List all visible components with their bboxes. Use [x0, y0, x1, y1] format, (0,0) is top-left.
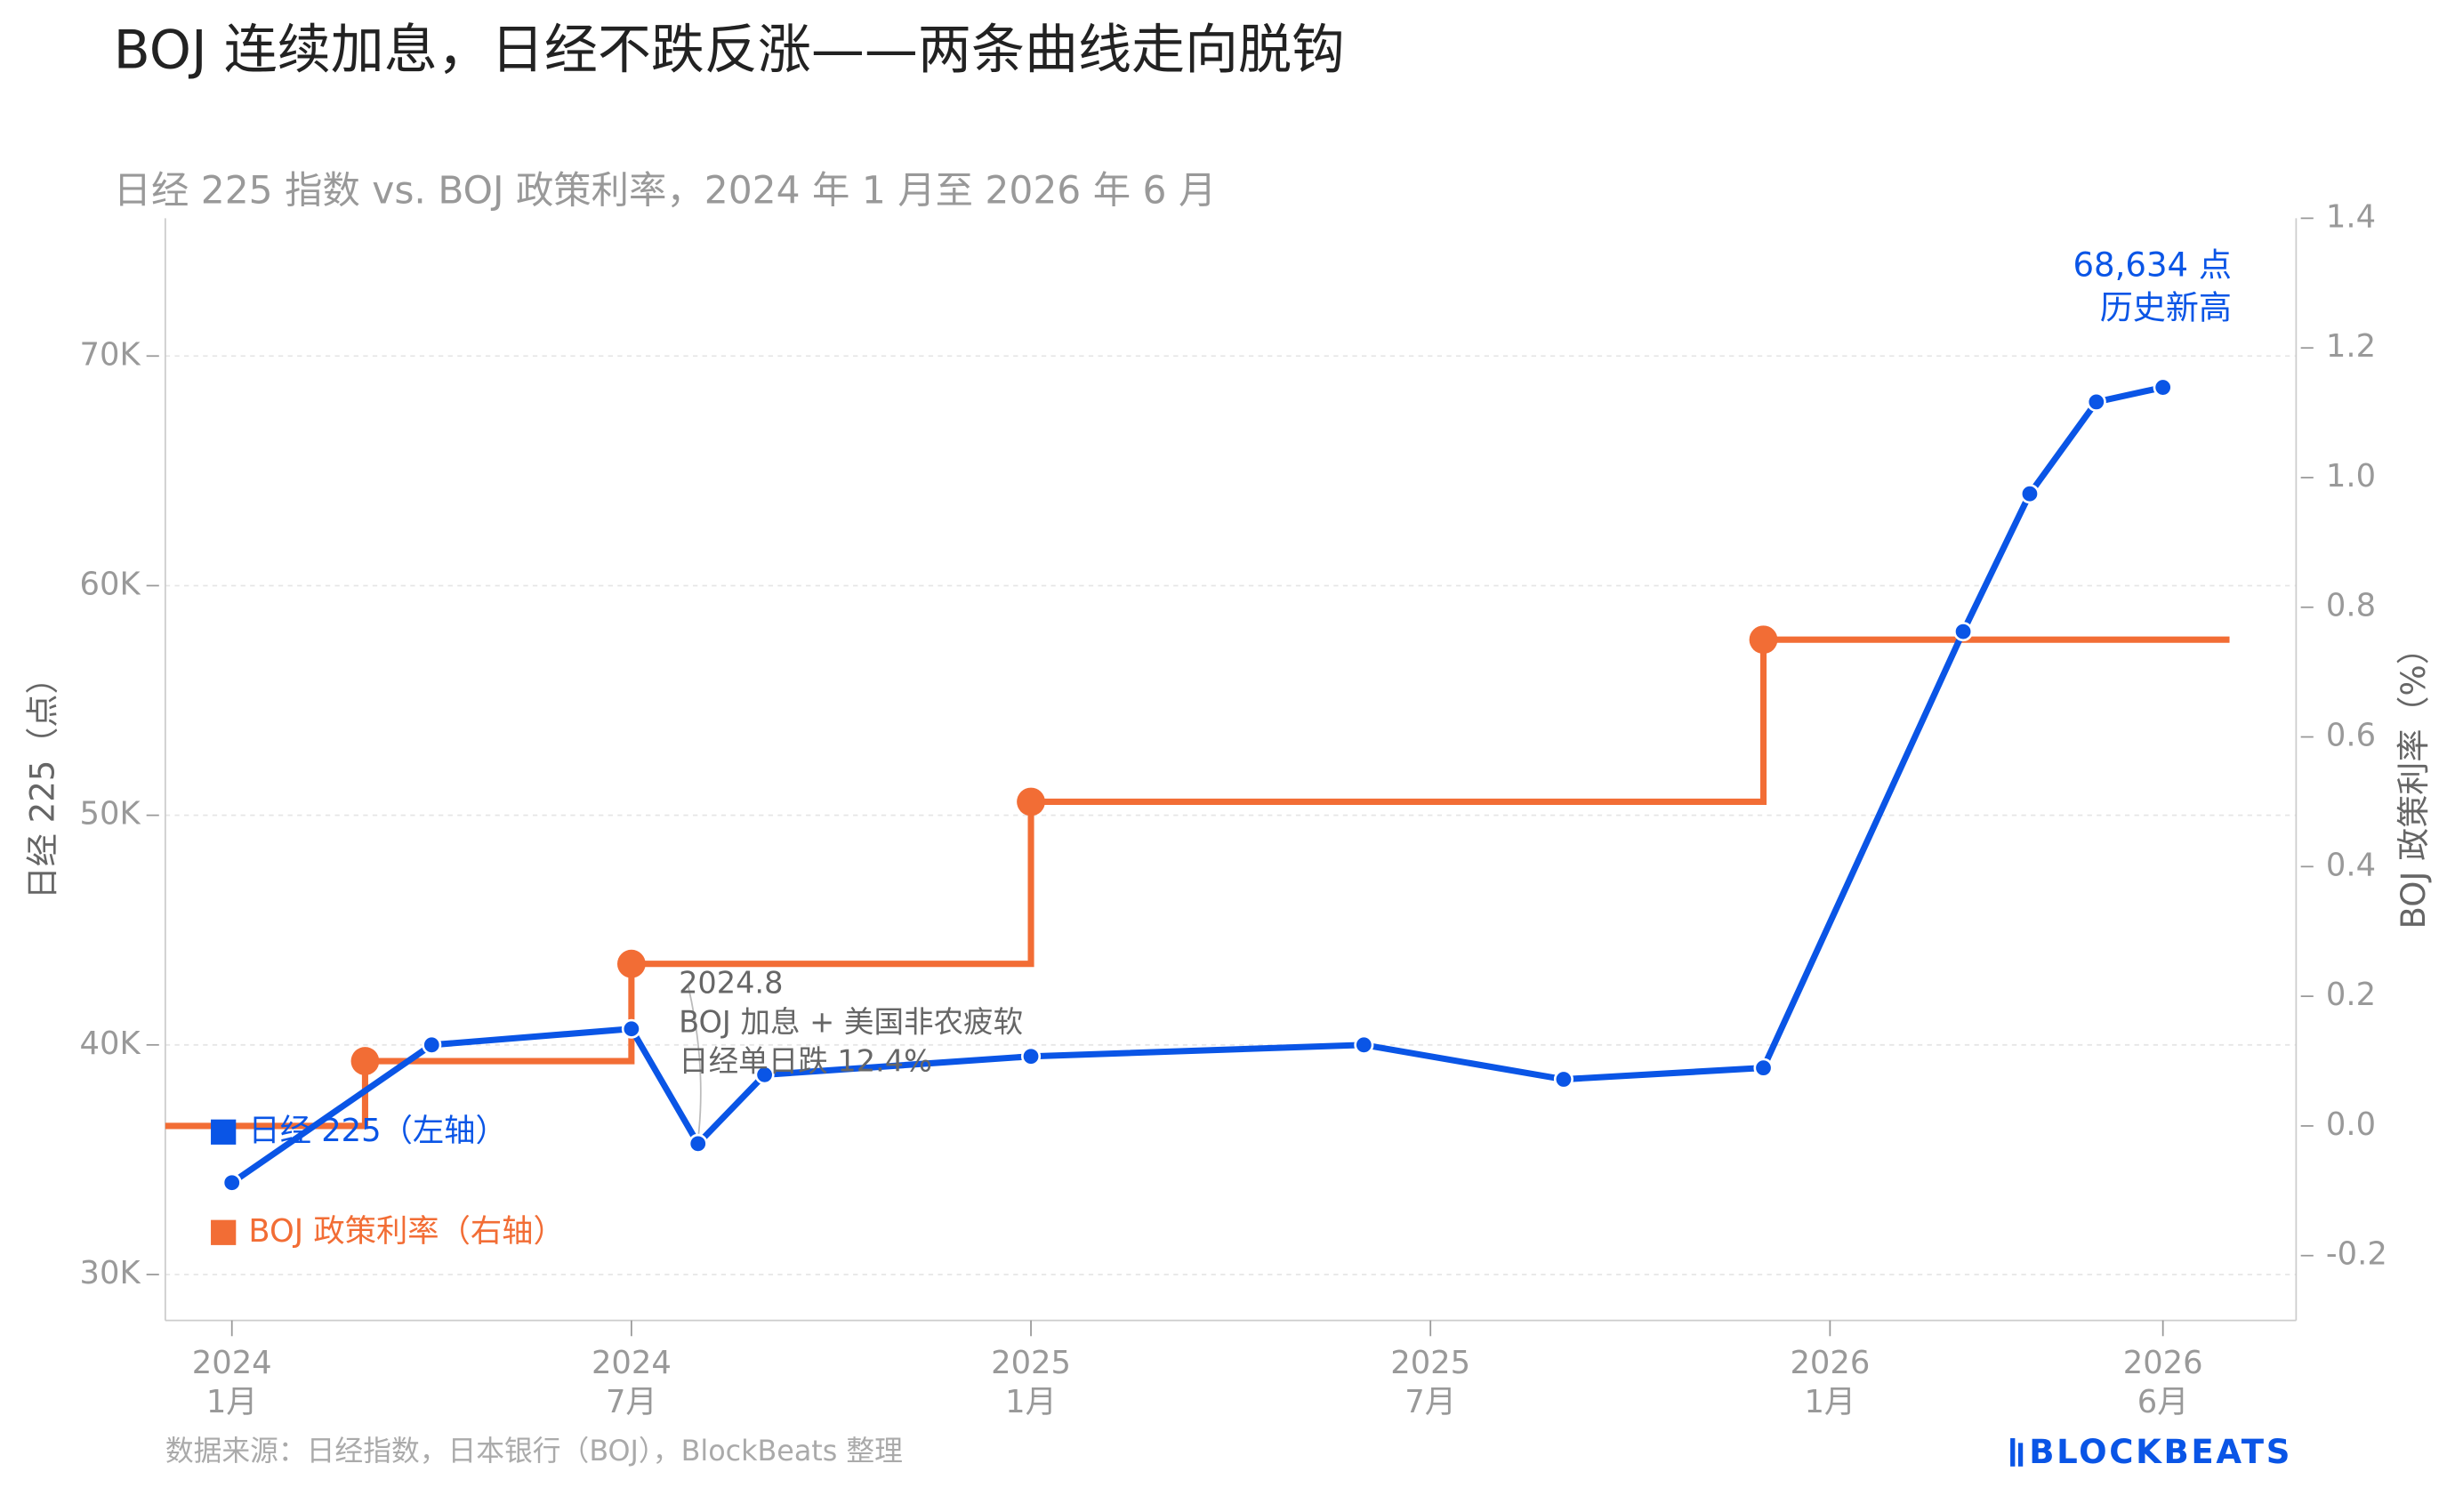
rate-change-point: [350, 1047, 380, 1075]
x-tick-label: 2026: [2123, 1345, 2203, 1381]
x-tick-label: 1月: [1804, 1384, 1855, 1420]
nikkei-point: [221, 1172, 242, 1193]
nikkei-point: [1753, 1058, 1774, 1078]
nikkei-point: [2019, 484, 2040, 504]
legend-swatch: [211, 1119, 237, 1145]
y2-tick-label: 0.6: [2326, 718, 2376, 754]
y2-axis-title: BOJ 政策利率（%）: [2395, 631, 2433, 929]
x-tick-label: 2026: [1790, 1345, 1870, 1381]
nikkei-point: [754, 1065, 775, 1085]
y-tick-label: 30K: [80, 1255, 141, 1291]
x-tick-label: 2024: [192, 1345, 272, 1381]
legend-label: BOJ 政策利率（右轴）: [248, 1213, 564, 1250]
y-tick-label: 70K: [80, 336, 141, 373]
peak-annotation: 68,634 点: [2073, 246, 2232, 285]
drop-annotation: BOJ 加息 + 美国非农疲软: [679, 1004, 1023, 1039]
y-axis-title: 日经 225（点）: [23, 661, 61, 899]
y-tick-label: 50K: [80, 796, 141, 832]
drop-annotation: 日经单日跌 12.4%: [679, 1044, 932, 1079]
x-tick-label: 2025: [1390, 1345, 1470, 1381]
y-tick-label: 60K: [80, 566, 141, 602]
chart-title: BOJ 连续加息，日经不跌反涨——两条曲线走向脱钩: [114, 20, 1345, 82]
x-tick-label: 7月: [1405, 1384, 1456, 1420]
legend-swatch: [211, 1219, 237, 1245]
x-tick-label: 2024: [592, 1345, 672, 1381]
nikkei-point: [2086, 391, 2106, 412]
y2-tick-label: 1.4: [2326, 198, 2376, 235]
chart-subtitle: 日经 225 指数 vs. BOJ 政策利率，2024 年 1 月至 2026 …: [114, 169, 1217, 213]
logo: BLOCKBEATS: [2010, 1433, 2292, 1471]
x-tick-label: 6月: [2137, 1384, 2189, 1420]
drop-annotation: 2024.8: [679, 965, 783, 1000]
nikkei-point: [621, 1018, 641, 1039]
logo-text: BLOCKBEATS: [2029, 1433, 2292, 1471]
y2-tick-label: 0.0: [2326, 1106, 2376, 1143]
annotation-connector: [687, 985, 702, 1144]
y-tick-label: 40K: [80, 1025, 141, 1062]
y2-tick-label: 0.2: [2326, 977, 2376, 1013]
logo-bar: [2010, 1438, 2016, 1467]
x-tick-label: 7月: [606, 1384, 657, 1420]
nikkei-point: [1021, 1046, 1042, 1066]
rate-change-point: [1749, 625, 1778, 655]
nikkei-point: [688, 1133, 708, 1154]
legend-label: 日经 225（左轴）: [248, 1113, 506, 1149]
x-tick-label: 1月: [1005, 1384, 1057, 1420]
nikkei-point: [1354, 1034, 1374, 1055]
rate-change-point: [1017, 787, 1045, 816]
y2-tick-label: 0.4: [2326, 847, 2376, 883]
rate-change-point: [616, 949, 646, 978]
x-tick-label: 1月: [206, 1384, 258, 1420]
source-note: 数据来源：日经指数，日本银行（BOJ），BlockBeats 整理: [165, 1436, 903, 1468]
logo-bar: [2017, 1443, 2024, 1467]
y2-tick-label: -0.2: [2326, 1236, 2387, 1273]
nikkei-point: [422, 1034, 442, 1055]
peak-annotation: 历史新高: [2100, 288, 2232, 326]
y2-tick-label: 1.2: [2326, 328, 2376, 365]
nikkei-point: [1553, 1069, 1574, 1090]
x-tick-label: 2025: [991, 1345, 1071, 1381]
nikkei-point: [2153, 377, 2173, 398]
y2-tick-label: 1.0: [2326, 458, 2376, 495]
y2-tick-label: 0.8: [2326, 588, 2376, 624]
nikkei-point: [1953, 622, 1974, 642]
